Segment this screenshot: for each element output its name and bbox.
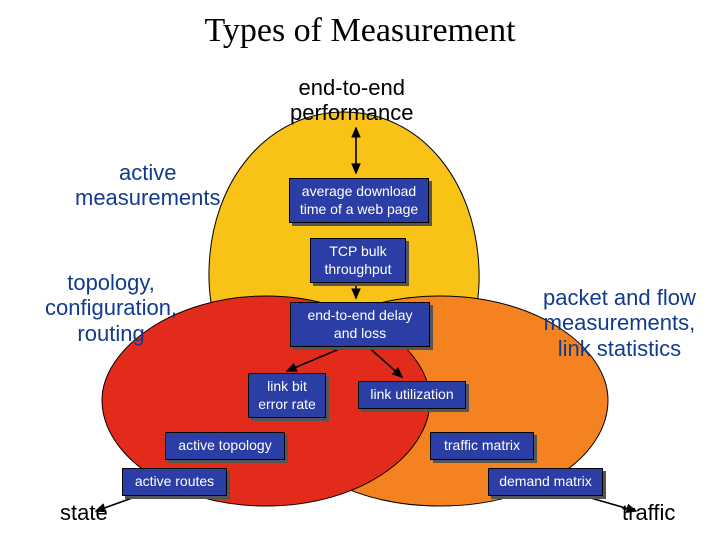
label-traffic: traffic xyxy=(622,500,675,525)
box-active-topology: active topology xyxy=(165,432,285,460)
box-e2e-delay-loss: end-to-end delayand loss xyxy=(290,302,430,347)
box-tcp-bulk: TCP bulkthroughput xyxy=(310,238,406,283)
box-link-bit-error: link biterror rate xyxy=(248,373,326,418)
box-active-routes: active routes xyxy=(122,468,227,496)
label-topology-config-routing: topology,configuration,routing xyxy=(45,270,177,346)
box-avg-download: average downloadtime of a web page xyxy=(289,178,429,223)
label-packet-flow: packet and flowmeasurements,link statist… xyxy=(543,285,696,361)
box-link-utilization: link utilization xyxy=(358,381,466,409)
box-traffic-matrix: traffic matrix xyxy=(430,432,534,460)
label-state: state xyxy=(60,500,108,525)
label-active-measurements: activemeasurements xyxy=(75,160,221,211)
box-demand-matrix: demand matrix xyxy=(488,468,603,496)
label-end-to-end: end-to-endperformance xyxy=(290,75,414,126)
